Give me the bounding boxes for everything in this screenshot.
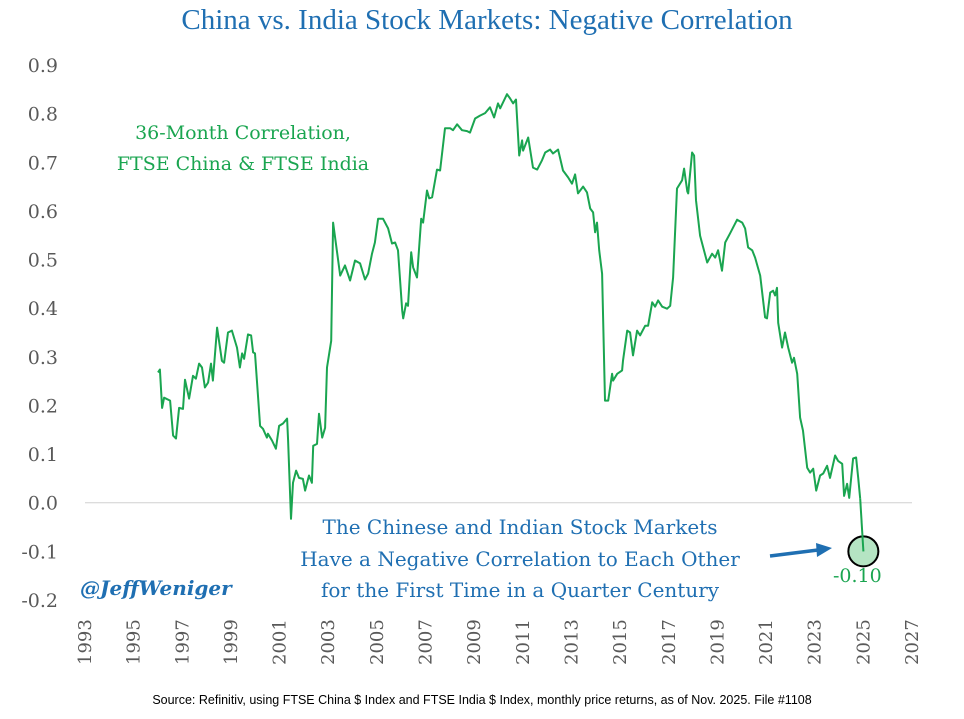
- x-tick-label: 1995: [124, 619, 145, 665]
- annotation-line: Have a Negative Correlation to Each Othe…: [300, 546, 740, 571]
- x-tick-label: 2015: [610, 619, 631, 665]
- y-axis-ticks: 0.9 0.8 0.7 0.6 0.5 0.4 0.3 0.2 0.1 0.0 -0.1 -0.2: [21, 55, 58, 612]
- arrow-icon: [769, 543, 832, 558]
- x-tick-label: 2017: [659, 619, 680, 665]
- x-tick-label: 2005: [367, 619, 388, 665]
- y-tick-label: 0.0: [28, 493, 58, 515]
- x-tick-label: 2011: [513, 619, 534, 665]
- y-tick-label: -0.2: [21, 590, 58, 612]
- series-label-line: 36-Month Correlation,: [135, 122, 351, 144]
- x-axis-ticks: 1993 1995 1997 1999 2001 2003 2005 2007 2009 2011…: [75, 619, 923, 665]
- x-tick-label: 2013: [561, 619, 582, 665]
- y-tick-label: -0.1: [21, 541, 58, 563]
- annotation-line: The Chinese and Indian Stock Markets: [322, 515, 718, 539]
- end-value-label: -0.10: [833, 565, 882, 587]
- chart-title: China vs. India Stock Markets: Negative …: [181, 4, 793, 36]
- x-tick-label: 2019: [707, 619, 728, 665]
- x-tick-label: 2007: [416, 619, 437, 665]
- y-tick-label: 0.4: [28, 298, 58, 320]
- x-tick-label: 2009: [464, 619, 485, 665]
- source-note: Source: Refinitiv, using FTSE China $ In…: [152, 693, 812, 707]
- y-tick-label: 0.2: [28, 395, 58, 417]
- x-tick-label: 2021: [756, 619, 777, 665]
- x-tick-label: 2003: [318, 619, 339, 665]
- x-tick-label: 1999: [221, 619, 242, 665]
- y-tick-label: 0.9: [28, 55, 58, 77]
- latest-value-segment: [859, 498, 865, 552]
- author-handle: @JeffWeniger: [80, 576, 232, 600]
- x-tick-label: 2001: [270, 619, 291, 665]
- y-tick-label: 0.1: [28, 444, 58, 466]
- series-label-line: FTSE China & FTSE India: [116, 153, 370, 175]
- y-tick-label: 0.6: [28, 201, 58, 223]
- x-tick-label: 1993: [75, 619, 96, 665]
- x-tick-label: 2025: [853, 619, 874, 665]
- y-tick-label: 0.5: [28, 250, 58, 272]
- y-tick-label: 0.8: [28, 104, 58, 126]
- x-tick-label: 2027: [902, 619, 923, 665]
- x-tick-label: 2023: [805, 619, 826, 665]
- annotation: The Chinese and Indian Stock Markets Hav…: [280, 512, 760, 607]
- annotation-line: for the First Time in a Quarter Century: [320, 578, 720, 602]
- correlation-series-line: [157, 93, 862, 520]
- x-tick-label: 1997: [172, 619, 193, 665]
- y-tick-label: 0.3: [28, 347, 58, 369]
- y-tick-label: 0.7: [28, 152, 58, 174]
- series-label: 36-Month Correlation, FTSE China & FTSE …: [100, 118, 386, 180]
